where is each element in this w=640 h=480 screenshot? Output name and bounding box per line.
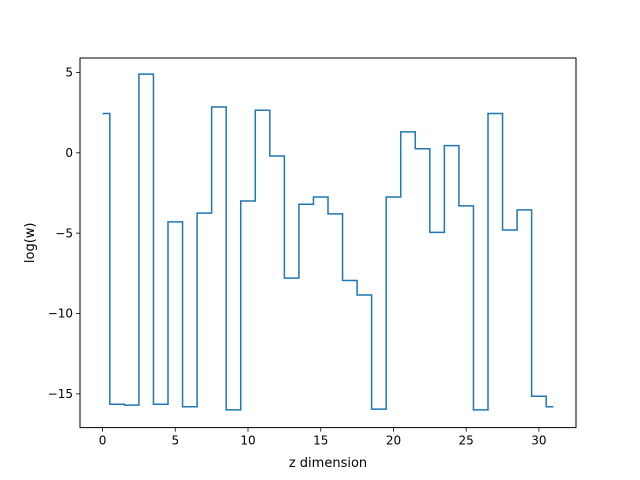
y-tick-label: −5 [55,226,73,240]
y-axis-label: log(w) [23,223,38,264]
y-tick-label: 5 [65,66,73,80]
plot-area [102,73,554,411]
y-tick-label: 0 [65,146,73,160]
axes-frame [79,57,577,429]
series-step-line [102,73,554,411]
y-axis-ticks: −15 −10 −5 0 5 [48,66,80,401]
x-axis-label: z dimension [289,456,367,471]
x-tick-label: 30 [531,434,546,448]
x-tick-label: 5 [171,434,179,448]
y-tick-label: −10 [48,307,73,321]
x-tick-label: 20 [386,434,401,448]
x-tick-label: 15 [313,434,328,448]
x-axis-ticks: 0 5 10 15 20 25 30 [99,427,547,448]
x-tick-label: 25 [459,434,474,448]
x-tick-label: 0 [99,434,107,448]
x-tick-label: 10 [240,434,255,448]
y-tick-label: −15 [48,387,73,401]
